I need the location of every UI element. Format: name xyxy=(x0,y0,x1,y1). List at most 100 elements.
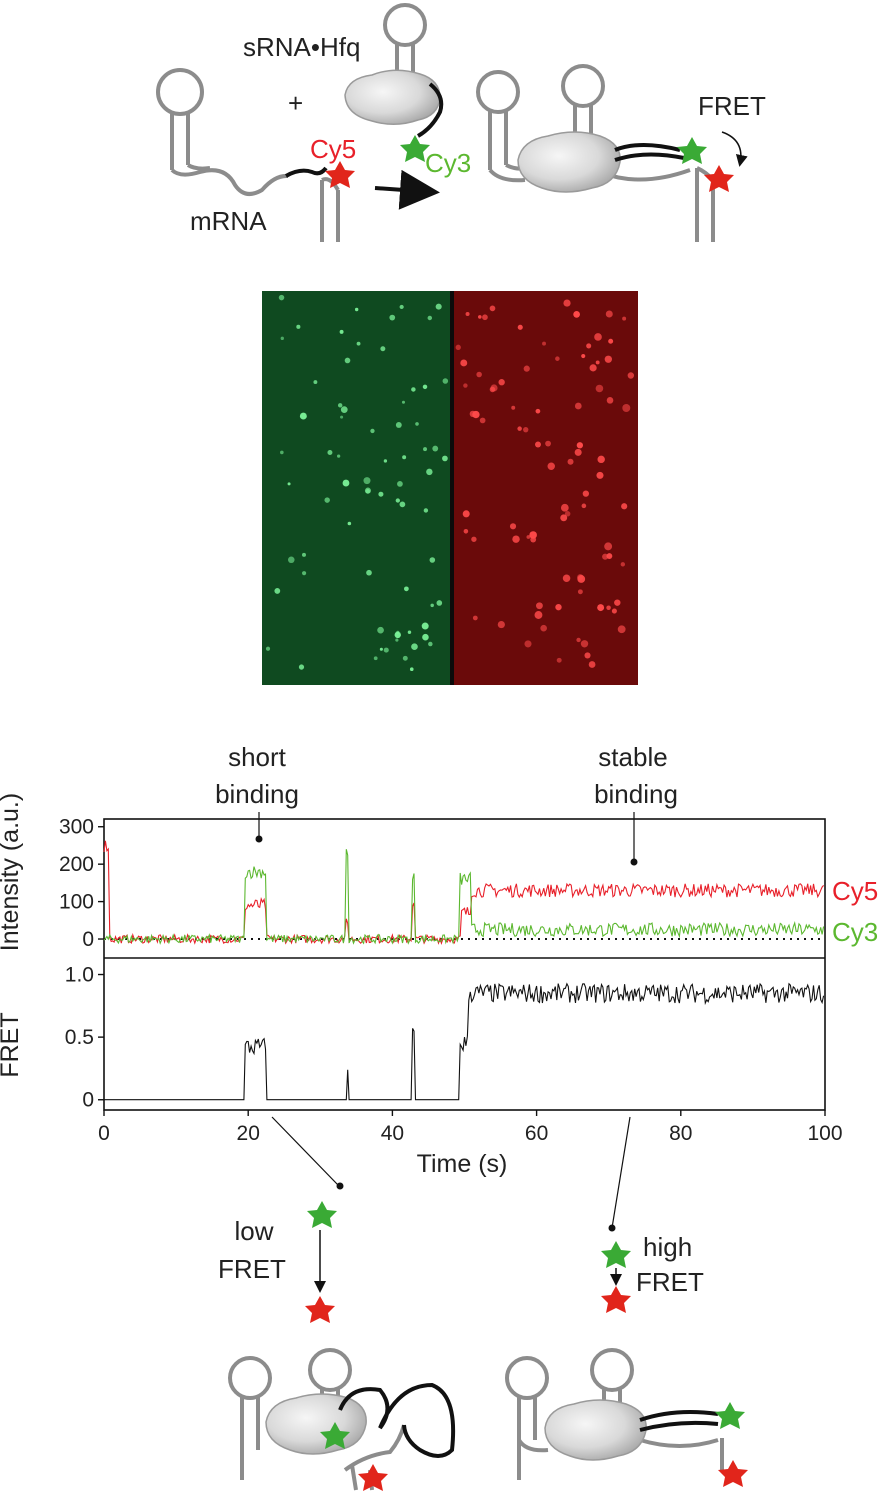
cy3-molecule-spot xyxy=(395,422,402,428)
cy3-star-icon xyxy=(400,135,430,162)
cy5-molecule-spot xyxy=(620,562,626,567)
cy5-molecule-spot xyxy=(577,589,583,595)
cy5-molecule-spot xyxy=(489,305,496,312)
low-fret-acceptor-star-icon xyxy=(305,1296,335,1323)
cy3-molecule-spot xyxy=(415,422,419,426)
y-tick-label: 200 xyxy=(59,853,94,876)
cy5-molecule-spot xyxy=(606,605,611,610)
cy3-molecule-spot xyxy=(423,508,429,513)
annotation-stable-binding: stable binding xyxy=(594,742,678,866)
cy5-molecule-spot xyxy=(497,620,505,629)
stable-binding-line1: stable xyxy=(598,742,667,772)
cy5-molecule-spot xyxy=(555,603,562,611)
cy3-molecule-spot xyxy=(394,631,401,639)
cy5-molecule-spot xyxy=(463,528,469,534)
cy5-molecule-spot xyxy=(614,599,621,606)
mrna-label: mRNA xyxy=(190,206,267,236)
cy5-molecule-spot xyxy=(588,661,596,668)
cy3-molecule-spot xyxy=(364,487,371,494)
low-fret-callout: low FRET xyxy=(218,1116,344,1323)
cy5-molecule-spot xyxy=(611,608,617,614)
mrna-hairpin-left xyxy=(156,68,289,196)
cy3-molecule-spot xyxy=(442,378,449,384)
x-tick-label: 20 xyxy=(237,1122,260,1145)
cy3-molecule-spot xyxy=(302,571,307,576)
cy3-molecule-spot xyxy=(340,406,348,414)
cy3-molecule-spot xyxy=(274,588,281,594)
cy3-molecule-spot xyxy=(395,498,400,503)
cy3-molecule-spot xyxy=(342,479,350,487)
srna-mrna-duplex-high xyxy=(639,1410,719,1432)
cy3-molecule-spot xyxy=(427,315,433,321)
cy5-molecule-spot xyxy=(604,542,613,551)
cy3-molecule-spot xyxy=(395,638,399,642)
srna-hfq-label: sRNA•Hfq xyxy=(243,32,360,62)
cy5-molecule-spot xyxy=(476,371,482,378)
cy5-molecule-spot xyxy=(524,640,532,648)
cy3-molecule-spot xyxy=(344,357,351,364)
cy5-molecule-spot xyxy=(523,365,530,372)
cy3-molecule-spot xyxy=(280,450,284,455)
cy5-molecule-spot xyxy=(517,426,522,431)
cy3-molecule-spot xyxy=(404,586,409,592)
trace-cy3 xyxy=(103,849,825,945)
cy5-molecule-spot xyxy=(564,511,571,517)
high-fret-complex xyxy=(505,1348,748,1487)
cy3-molecule-spot xyxy=(287,482,291,486)
cy5-molecule-spot xyxy=(595,360,600,365)
annotation-short-binding: short binding xyxy=(215,742,299,843)
cy5-molecule-spot xyxy=(455,344,461,351)
channel-divider xyxy=(450,291,454,685)
cy5-molecule-spot xyxy=(594,333,602,341)
cy3-channel-image xyxy=(262,291,452,685)
trace-cy5 xyxy=(103,840,825,945)
cy5-molecule-spot xyxy=(627,372,635,379)
cy3-molecule-spot xyxy=(337,454,341,458)
cy5-molecule-spot xyxy=(581,503,587,509)
cy5-series-label: Cy5 xyxy=(832,876,878,906)
cy3-molecule-spot xyxy=(287,556,295,564)
cy3-molecule-spot xyxy=(422,633,429,641)
y-tick-label: 0.5 xyxy=(65,1026,94,1049)
cy5-molecule-spot xyxy=(556,657,562,663)
low-fret-complex xyxy=(228,1348,456,1491)
cy5-molecule-spot xyxy=(479,417,486,424)
cy5-molecule-spot xyxy=(462,510,470,518)
fret-ylabel: FRET xyxy=(0,1012,24,1077)
short-binding-line1: short xyxy=(228,742,287,772)
cy5-molecule-spot xyxy=(517,324,523,330)
intensity-ylabel: Intensity (a.u.) xyxy=(0,793,24,951)
cy5-molecule-spot xyxy=(555,356,560,361)
fret-label: FRET xyxy=(698,91,766,121)
cy3-label: Cy3 xyxy=(425,148,471,178)
cy3-molecule-spot xyxy=(373,656,378,661)
top-schematic: mRNA + Cy5 sRNA•Hfq Cy3 FRET xyxy=(156,3,766,242)
cy3-series-label: Cy3 xyxy=(832,917,878,947)
high-fret-callout: high FRET xyxy=(601,1116,704,1313)
cy5-molecule-spot xyxy=(465,311,470,316)
x-tick-label: 60 xyxy=(525,1122,548,1145)
cy5-molecule-spot xyxy=(602,553,609,560)
cy5-star-icon xyxy=(325,161,355,188)
cy3-molecule-spot xyxy=(422,384,428,390)
product-cy3-star-icon xyxy=(677,137,707,164)
srna-mrna-duplex xyxy=(614,143,685,162)
cy5-molecule-spot xyxy=(622,404,631,412)
cy3-molecule-spot xyxy=(370,428,375,434)
cy5-molecule-spot xyxy=(563,299,571,307)
cy5-molecule-spot xyxy=(545,440,551,447)
hfq-protein-product xyxy=(517,131,621,193)
cy3-molecule-spot xyxy=(421,622,429,630)
cy5-molecule-spot xyxy=(547,462,555,470)
y-tick-label: 0 xyxy=(82,928,94,951)
hfq-protein-top xyxy=(344,69,441,125)
tirf-micrograph xyxy=(262,291,638,685)
cy3-molecule-spot xyxy=(324,497,330,503)
cy3-molecule-spot xyxy=(280,336,284,341)
mrna-target-strand xyxy=(285,166,328,178)
cy5-molecule-spot xyxy=(622,316,627,321)
cy5-molecule-spot xyxy=(608,338,614,344)
cy5-molecule-spot xyxy=(469,410,476,418)
low-fret-donor-star-icon xyxy=(307,1201,337,1228)
